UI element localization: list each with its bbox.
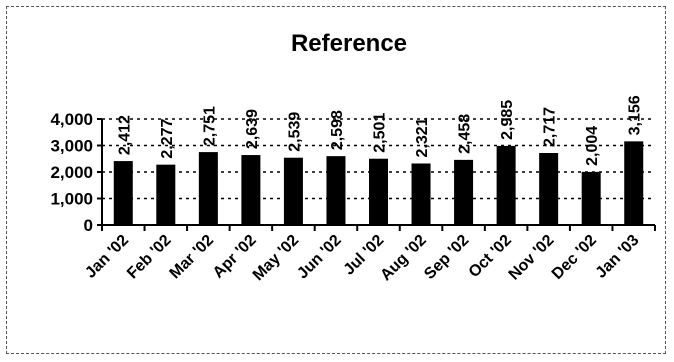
bar <box>539 152 559 225</box>
data-label: 2,004 <box>584 126 601 166</box>
x-tick-label: May '02 <box>250 232 303 285</box>
bar-chart: Reference 2,412 2,277 2,751 2,639 2,539 2,598… <box>50 30 656 285</box>
data-label: 2,717 <box>542 107 559 147</box>
bar <box>496 145 516 225</box>
gridlines <box>102 118 655 200</box>
bar <box>113 161 133 225</box>
data-label: 3,156 <box>627 95 644 135</box>
bar <box>156 164 176 225</box>
bar <box>198 152 218 225</box>
y-tick-label: 4,000 <box>50 110 93 129</box>
data-label: 2,458 <box>457 114 474 154</box>
y-tick-label: 1,000 <box>50 190 93 209</box>
y-tick-label: 3,000 <box>50 137 93 156</box>
x-tick-label: Dec '02 <box>549 232 600 283</box>
data-label: 2,501 <box>372 113 389 153</box>
bars <box>113 141 644 225</box>
bar <box>283 157 303 225</box>
bar <box>581 171 601 225</box>
axes <box>97 118 656 231</box>
x-tick-label: Feb '02 <box>124 232 175 283</box>
data-label: 2,539 <box>286 112 303 152</box>
x-tick-label: Mar '02 <box>167 232 218 283</box>
y-tick-label: 0 <box>84 216 93 235</box>
bar <box>411 163 431 225</box>
bar <box>326 156 346 225</box>
bar <box>369 158 388 225</box>
y-tick-labels: 0 1,000 2,000 3,000 4,000 <box>50 110 93 235</box>
bar <box>241 155 261 225</box>
data-labels: 2,412 2,277 2,751 2,639 2,539 2,598 2,501 2,321… <box>116 95 643 166</box>
data-label: 2,321 <box>414 117 431 157</box>
data-label: 2,751 <box>201 106 218 146</box>
y-tick-label: 2,000 <box>50 163 93 182</box>
x-tick-label: Nov '02 <box>506 232 558 284</box>
data-label: 2,598 <box>329 110 346 150</box>
data-label: 2,639 <box>244 109 261 149</box>
chart-frame: Reference 2,412 2,277 2,751 2,639 2,539 2,598… <box>6 6 666 354</box>
x-tick-label: Jan '02 <box>82 232 132 282</box>
data-label: 2,412 <box>116 115 133 155</box>
x-tick-label: Jan '03 <box>593 232 643 282</box>
chart-title: Reference <box>291 30 407 57</box>
x-tick-label: Sep '02 <box>421 232 472 283</box>
x-tick-label: Jun '02 <box>294 232 345 283</box>
data-label: 2,985 <box>499 100 516 140</box>
x-tick-label: Aug '02 <box>377 232 430 285</box>
data-label: 2,277 <box>159 119 176 159</box>
bar <box>624 141 644 225</box>
bar <box>454 159 474 225</box>
